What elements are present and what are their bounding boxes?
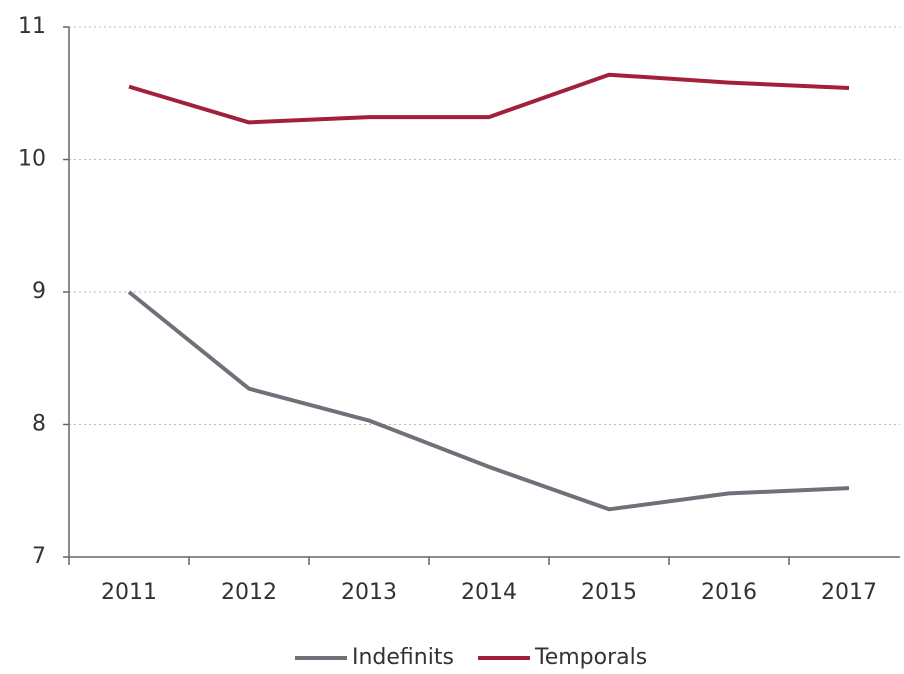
y-tick-label: 11	[18, 14, 46, 39]
series-line	[128, 72, 850, 125]
y-tick-label: 7	[32, 544, 46, 569]
x-tick-label: 2012	[221, 580, 277, 605]
x-tick-label: 2015	[581, 580, 637, 605]
y-tick-label: 9	[32, 279, 46, 304]
legend-label: Indefinits	[352, 645, 454, 670]
x-tick-label: 2017	[821, 580, 877, 605]
y-tick-label: 10	[18, 147, 46, 172]
y-tick-label: 8	[32, 412, 46, 437]
x-tick-label: 2011	[101, 580, 157, 605]
series-line	[127, 290, 850, 512]
x-tick-label: 2013	[341, 580, 397, 605]
legend-label: Temporals	[534, 645, 647, 670]
x-tick-label: 2016	[701, 580, 757, 605]
x-tick-label: 2014	[461, 580, 517, 605]
